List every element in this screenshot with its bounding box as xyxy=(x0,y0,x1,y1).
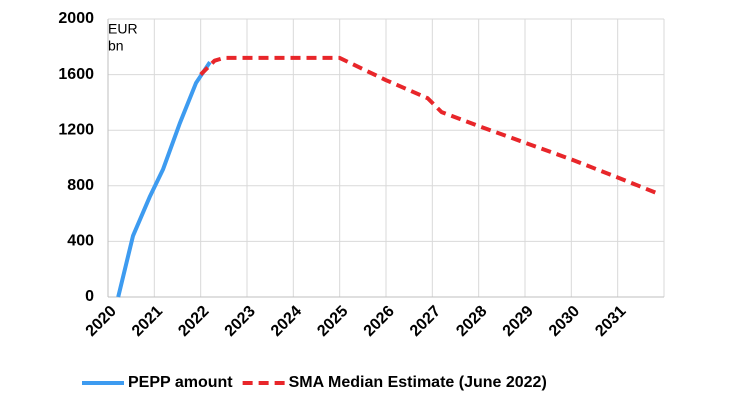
y-tick-label: 2000 xyxy=(58,10,94,27)
x-tick-label: 2025 xyxy=(314,303,351,340)
x-tick-label: 2027 xyxy=(407,303,444,340)
legend-label: PEPP amount xyxy=(128,374,233,391)
y-unit: bn xyxy=(108,38,124,54)
x-tick-label: 2022 xyxy=(175,303,212,340)
legend-label: SMA Median Estimate (June 2022) xyxy=(289,374,547,391)
x-tick-label: 2029 xyxy=(500,303,537,340)
line xyxy=(116,60,212,298)
y-tick-label: 800 xyxy=(67,177,94,194)
x-tick-label: 2031 xyxy=(592,303,629,340)
x-tick-label: 2030 xyxy=(546,303,583,340)
y-unit: EUR xyxy=(108,21,138,37)
x-tick-label: 2021 xyxy=(129,303,166,340)
x-tick-label: 2020 xyxy=(83,303,120,340)
x-tick-label: 2023 xyxy=(222,303,259,340)
y-tick-label: 1600 xyxy=(58,66,94,83)
x-tick-label: 2026 xyxy=(361,303,398,340)
x-tick-label: 2028 xyxy=(453,303,490,340)
y-tick-label: 1200 xyxy=(58,121,94,138)
x-tick-label: 2024 xyxy=(268,303,305,340)
y-tick-label: 400 xyxy=(67,233,94,250)
y-tick-label: 0 xyxy=(85,288,94,305)
line xyxy=(199,55,661,196)
